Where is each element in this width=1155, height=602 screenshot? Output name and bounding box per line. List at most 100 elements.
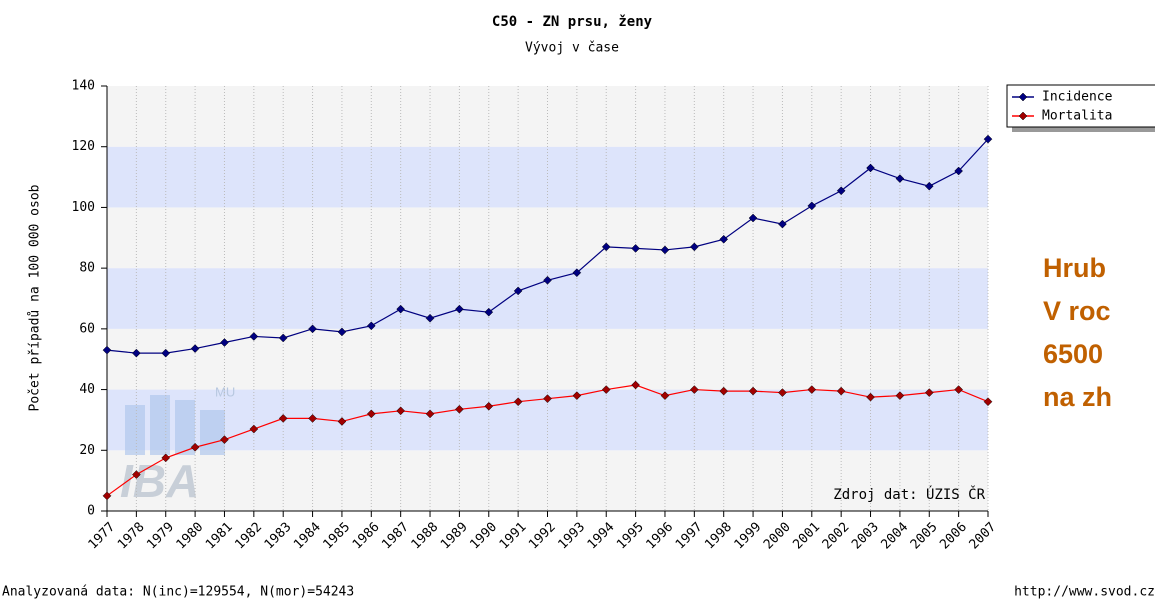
data-point: [543, 394, 552, 404]
x-tick-label: 1991: [497, 520, 530, 553]
data-point: [719, 386, 729, 396]
x-tick-label: 1990: [467, 520, 500, 553]
y-tick-label: 60: [79, 321, 95, 336]
x-tick-label: 1999: [732, 520, 765, 553]
data-point: [954, 166, 963, 176]
data-point: [572, 268, 582, 278]
x-tick-label: 1994: [585, 520, 618, 553]
data-point: [220, 435, 229, 445]
legend-label: Incidence: [1042, 90, 1113, 105]
watermark-shape: [125, 405, 145, 455]
x-tick-label: 1978: [115, 520, 148, 553]
data-point: [132, 348, 141, 358]
data-point: [660, 245, 670, 255]
x-tick-label: 1982: [232, 520, 265, 553]
x-tick-label: 2005: [908, 520, 941, 553]
chart-title: C50 - ZN prsu, ženy: [492, 14, 653, 30]
legend-label: Mortalita: [1042, 109, 1112, 124]
data-point: [337, 417, 347, 426]
data-point: [161, 453, 171, 463]
y-axis-label: Počet případů na 100 000 osob: [28, 184, 43, 411]
data-point: [513, 397, 523, 407]
x-tick-label: 1979: [144, 520, 177, 553]
data-point: [689, 242, 699, 252]
y-tick-label: 140: [72, 79, 95, 94]
x-tick-label: 1986: [350, 520, 383, 553]
data-point: [513, 286, 523, 296]
x-tick-label: 1995: [614, 520, 647, 553]
data-point: [866, 163, 875, 173]
url: http://www.svod.cz: [1014, 585, 1155, 600]
data-point: [484, 401, 494, 411]
data-point: [689, 385, 699, 394]
side-text: na zh: [1043, 382, 1112, 412]
footer: Analyzovaná data: N(inc)=129554, N(mor)=…: [2, 585, 354, 600]
y-tick-label: 100: [72, 200, 95, 215]
data-point: [572, 391, 582, 400]
data-point: [249, 332, 259, 341]
x-tick-label: 1996: [644, 520, 677, 553]
data-point: [748, 386, 758, 396]
data-point: [543, 275, 552, 285]
data-point: [190, 344, 200, 353]
legend-marker: [1018, 92, 1028, 102]
data-point: [748, 213, 758, 223]
data-point: [308, 414, 317, 423]
x-tick-label: 1983: [262, 520, 295, 553]
data-point: [983, 134, 993, 144]
data-point: [660, 391, 670, 400]
data-point: [484, 307, 494, 317]
data-point: [836, 186, 846, 196]
x-tick-label: 1987: [379, 520, 412, 553]
chart-subtitle: Vývoj v čase: [525, 41, 619, 56]
watermark-text: IBA: [120, 455, 199, 507]
watermark-shape: [175, 400, 195, 455]
data-point: [719, 234, 729, 244]
plot-area: IBA MU: [106, 86, 989, 511]
x-tick-label: 2003: [849, 520, 882, 553]
x-tick-label: 2004: [878, 520, 911, 553]
data-point: [895, 391, 905, 400]
x-tick-label: 2001: [790, 520, 823, 553]
side-text: Hrub: [1043, 253, 1106, 283]
data-point: [102, 491, 112, 501]
data-point: [631, 380, 640, 390]
watermark-shape: [200, 410, 225, 455]
y-tick-label: 0: [87, 504, 95, 519]
x-tick-label: 1992: [526, 520, 559, 553]
grid-band: [107, 207, 988, 269]
data-point: [895, 174, 905, 183]
data-point: [366, 321, 376, 331]
data-point: [308, 324, 317, 334]
x-tick-label: 1989: [438, 520, 471, 553]
watermark-shape: [150, 395, 170, 455]
data-point: [161, 348, 171, 358]
data-point: [425, 313, 435, 323]
side-text: 6500: [1043, 339, 1103, 369]
data-point: [778, 388, 787, 397]
data-point: [455, 304, 464, 314]
x-tick-label: 2006: [937, 520, 970, 553]
data-point: [278, 414, 288, 423]
data-point: [778, 219, 787, 229]
y-tick-label: 120: [72, 139, 95, 154]
y-tick-label: 40: [79, 382, 95, 397]
x-tick-label: 1981: [203, 520, 236, 553]
x-tick-label: 1988: [409, 520, 442, 553]
data-point: [866, 392, 875, 402]
data-point: [278, 333, 288, 343]
data-point: [396, 304, 406, 314]
data-point: [836, 386, 846, 396]
data-point: [190, 442, 200, 452]
watermark-text: MU: [215, 384, 235, 399]
y-tick-label: 20: [79, 443, 95, 458]
data-point: [924, 181, 934, 191]
legend-box: [1006, 84, 1155, 128]
data-point: [102, 345, 112, 355]
data-point: [631, 244, 640, 253]
data-point: [425, 409, 435, 419]
data-point: [807, 201, 817, 211]
data-point: [249, 424, 259, 434]
